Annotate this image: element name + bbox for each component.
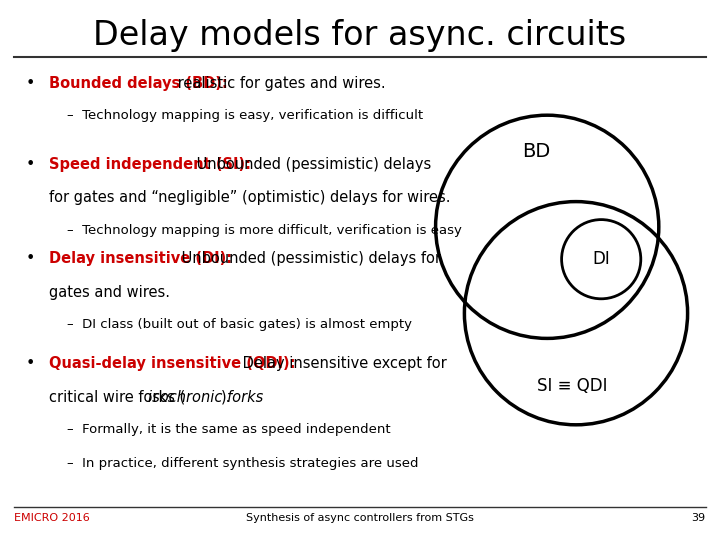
- Text: gates and wires.: gates and wires.: [49, 285, 170, 300]
- Text: 39: 39: [691, 513, 706, 523]
- Text: –  In practice, different synthesis strategies are used: – In practice, different synthesis strat…: [67, 457, 418, 470]
- Text: realistic for gates and wires.: realistic for gates and wires.: [173, 76, 385, 91]
- Text: EMICRO 2016: EMICRO 2016: [14, 513, 90, 523]
- Text: •: •: [25, 157, 35, 172]
- Text: –  Formally, it is the same as speed independent: – Formally, it is the same as speed inde…: [67, 423, 390, 436]
- Text: Speed independent (SI):: Speed independent (SI):: [49, 157, 251, 172]
- Text: for gates and “negligible” (optimistic) delays for wires.: for gates and “negligible” (optimistic) …: [49, 190, 451, 205]
- Text: –  Technology mapping is easy, verification is difficult: – Technology mapping is easy, verificati…: [67, 109, 423, 122]
- Text: DI: DI: [593, 250, 610, 268]
- Text: isochronic forks: isochronic forks: [148, 390, 264, 405]
- Text: •: •: [25, 76, 35, 91]
- Text: Synthesis of async controllers from STGs: Synthesis of async controllers from STGs: [246, 513, 474, 523]
- Text: Quasi-delay insensitive (QDI):: Quasi-delay insensitive (QDI):: [49, 356, 295, 372]
- Text: Delay insensitive except for: Delay insensitive except for: [238, 356, 446, 372]
- Text: Bounded delays (BD):: Bounded delays (BD):: [49, 76, 228, 91]
- Text: critical wire forks (: critical wire forks (: [49, 390, 185, 405]
- Text: –  DI class (built out of basic gates) is almost empty: – DI class (built out of basic gates) is…: [67, 318, 412, 331]
- Text: SI ≡ QDI: SI ≡ QDI: [537, 377, 608, 395]
- Text: BD: BD: [522, 141, 551, 161]
- Text: Unbounded (pessimistic) delays for: Unbounded (pessimistic) delays for: [177, 251, 441, 266]
- Text: •: •: [25, 356, 35, 372]
- Text: •: •: [25, 251, 35, 266]
- Text: ).: ).: [221, 390, 231, 405]
- Text: –  Technology mapping is more difficult, verification is easy: – Technology mapping is more difficult, …: [67, 224, 462, 237]
- Text: Delay models for async. circuits: Delay models for async. circuits: [94, 19, 626, 52]
- Text: Unbounded (pessimistic) delays: Unbounded (pessimistic) delays: [192, 157, 431, 172]
- Text: Delay insensitive (DI):: Delay insensitive (DI):: [49, 251, 232, 266]
